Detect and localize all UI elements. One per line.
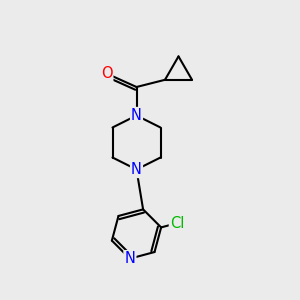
Text: Cl: Cl — [170, 216, 184, 231]
Text: N: N — [131, 162, 142, 177]
Text: N: N — [131, 108, 142, 123]
Text: N: N — [124, 251, 135, 266]
Text: O: O — [101, 66, 112, 81]
